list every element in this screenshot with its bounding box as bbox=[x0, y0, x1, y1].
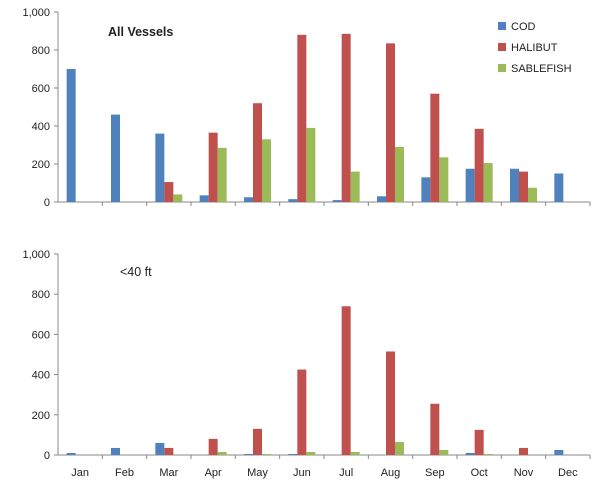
bar-halibut-may bbox=[253, 103, 262, 202]
bar-sablefish-jun bbox=[306, 127, 316, 202]
chart-under-40ft: 0 200 400 600 800 1,000 Jan Feb Mar Apr May Jun Jul A… bbox=[22, 249, 591, 479]
bar-cod-aug bbox=[377, 196, 386, 202]
bar-sablefish-aug bbox=[395, 441, 404, 455]
bar-halibut-nov bbox=[519, 171, 528, 202]
chart-title: All Vessels bbox=[108, 25, 173, 39]
bar-cod-nov bbox=[510, 168, 519, 202]
bar-sablefish-oct bbox=[483, 453, 493, 455]
bar-cod-jun bbox=[288, 453, 298, 455]
legend-label-halibut: HALIBUT bbox=[511, 42, 558, 54]
bar-cod-oct bbox=[465, 452, 475, 455]
legend: COD HALIBUT SABLEFISH bbox=[498, 21, 572, 75]
bar-halibut-apr bbox=[208, 132, 218, 202]
y-tick-label: 200 bbox=[32, 410, 50, 422]
bar-cod-jan bbox=[66, 69, 76, 202]
bar-sablefish-mar bbox=[173, 194, 183, 202]
y-tick-label: 1,000 bbox=[22, 7, 50, 19]
y-tick-label: 600 bbox=[32, 83, 50, 95]
bar-sablefish-nov bbox=[528, 187, 537, 202]
bar-cod-mar bbox=[155, 442, 165, 455]
y-tick-label: 1,000 bbox=[22, 249, 50, 261]
bar-halibut-apr bbox=[208, 438, 218, 455]
bar-halibut-jul bbox=[341, 33, 351, 202]
x-tick-label-nov: Nov bbox=[514, 467, 534, 479]
bar-cod-feb bbox=[111, 114, 120, 202]
bar-halibut-sep bbox=[430, 93, 440, 202]
bar-cod-dec bbox=[554, 173, 564, 202]
y-tick-label: 0 bbox=[44, 450, 50, 462]
bar-cod-may bbox=[244, 453, 253, 455]
bar-cod-may bbox=[244, 197, 253, 202]
bar-sablefish-jul bbox=[350, 451, 360, 455]
bar-sablefish-jun bbox=[306, 451, 316, 455]
y-tick-label: 800 bbox=[32, 45, 50, 57]
x-tick-label-jul: Jul bbox=[339, 467, 353, 479]
bar-halibut-jul bbox=[341, 306, 351, 455]
bar-cod-apr bbox=[199, 195, 209, 202]
x-tick-label-oct: Oct bbox=[471, 467, 488, 479]
bar-cod-dec bbox=[554, 449, 564, 455]
y-tick-label: 800 bbox=[32, 289, 50, 301]
legend-swatch-cod bbox=[498, 22, 506, 30]
chart-all-vessels: 0 200 400 600 800 1,000 All Vessels COD HALIBUT S… bbox=[22, 7, 591, 209]
bar-sablefish-oct bbox=[483, 163, 493, 202]
bar-sablefish-aug bbox=[395, 146, 404, 202]
legend-swatch-halibut bbox=[498, 43, 506, 51]
x-tick-label-mar: Mar bbox=[159, 467, 178, 479]
bar-cod-oct bbox=[465, 168, 475, 202]
bar-halibut-mar bbox=[164, 447, 174, 455]
x-tick-label-dec: Dec bbox=[558, 467, 578, 479]
y-tick-label: 600 bbox=[32, 329, 50, 341]
x-tick-label-may: May bbox=[247, 467, 268, 479]
y-tick-label: 400 bbox=[32, 121, 50, 133]
y-tick-label: 200 bbox=[32, 159, 50, 171]
bar-sablefish-may bbox=[262, 139, 271, 202]
bar-halibut-nov bbox=[519, 447, 528, 455]
bar-halibut-may bbox=[253, 428, 262, 455]
y-tick-label: 0 bbox=[44, 197, 50, 209]
x-tick-label-aug: Aug bbox=[381, 467, 401, 479]
legend-swatch-sablefish bbox=[498, 64, 506, 72]
y-tick-label: 400 bbox=[32, 370, 50, 382]
bar-cod-feb bbox=[111, 447, 120, 455]
bar-cod-jan bbox=[66, 452, 76, 455]
bar-sablefish-apr bbox=[217, 147, 227, 202]
legend-label-cod: COD bbox=[511, 21, 536, 33]
bar-halibut-sep bbox=[430, 403, 440, 455]
x-tick-label-sep: Sep bbox=[425, 467, 445, 479]
bar-sablefish-apr bbox=[217, 451, 227, 455]
bar-sablefish-may bbox=[262, 453, 271, 455]
bar-halibut-oct bbox=[474, 128, 484, 202]
bar-cod-mar bbox=[155, 133, 165, 202]
bar-halibut-aug bbox=[386, 43, 395, 202]
bar-cod-jul bbox=[332, 200, 342, 202]
legend-label-sablefish: SABLEFISH bbox=[511, 63, 572, 75]
bar-halibut-oct bbox=[474, 429, 484, 455]
x-tick-label-feb: Feb bbox=[115, 467, 134, 479]
bar-sablefish-sep bbox=[439, 157, 449, 202]
bar-halibut-mar bbox=[164, 182, 174, 202]
bar-cod-jun bbox=[288, 199, 298, 202]
x-tick-label-apr: Apr bbox=[205, 467, 222, 479]
bar-sablefish-jul bbox=[350, 171, 360, 202]
bar-halibut-aug bbox=[386, 351, 395, 455]
bar-sablefish-sep bbox=[439, 449, 449, 455]
bar-halibut-jun bbox=[297, 369, 307, 455]
x-tick-label-jan: Jan bbox=[71, 467, 89, 479]
x-tick-label-jun: Jun bbox=[293, 467, 311, 479]
bar-halibut-jun bbox=[297, 34, 307, 202]
bar-cod-sep bbox=[421, 177, 431, 202]
chart-title: <40 ft bbox=[120, 265, 152, 279]
